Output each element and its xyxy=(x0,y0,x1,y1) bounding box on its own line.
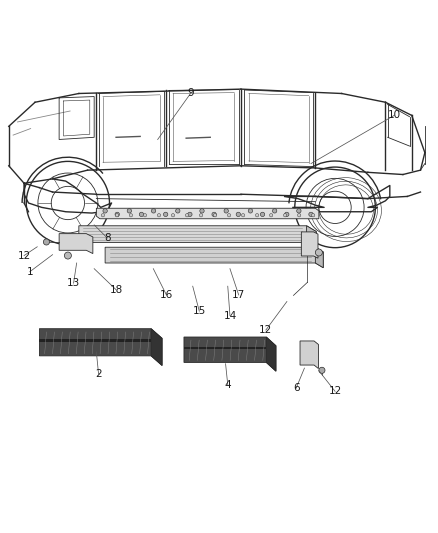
Polygon shape xyxy=(79,226,316,248)
Circle shape xyxy=(213,214,217,217)
Polygon shape xyxy=(59,233,93,254)
Circle shape xyxy=(43,239,49,245)
Circle shape xyxy=(176,209,180,213)
Circle shape xyxy=(212,212,216,216)
Polygon shape xyxy=(307,226,316,248)
Circle shape xyxy=(143,214,147,217)
Circle shape xyxy=(152,209,156,213)
Circle shape xyxy=(297,209,301,213)
Circle shape xyxy=(163,212,168,216)
Circle shape xyxy=(311,214,315,217)
Text: 15: 15 xyxy=(193,306,206,316)
Circle shape xyxy=(309,212,313,216)
Polygon shape xyxy=(184,337,276,371)
Text: 18: 18 xyxy=(110,285,123,295)
Polygon shape xyxy=(105,247,323,268)
Text: 8: 8 xyxy=(104,233,111,243)
Circle shape xyxy=(255,214,259,217)
Circle shape xyxy=(185,214,189,217)
Text: 1: 1 xyxy=(26,266,33,277)
Text: 12: 12 xyxy=(18,251,31,261)
Circle shape xyxy=(101,214,105,217)
Circle shape xyxy=(157,214,161,217)
Circle shape xyxy=(241,214,245,217)
Circle shape xyxy=(171,214,175,217)
Polygon shape xyxy=(151,329,162,366)
Text: 9: 9 xyxy=(187,88,194,99)
Text: 14: 14 xyxy=(223,311,237,320)
Circle shape xyxy=(319,367,325,374)
Circle shape xyxy=(200,209,204,213)
Circle shape xyxy=(315,249,322,256)
Circle shape xyxy=(64,252,71,259)
Circle shape xyxy=(285,212,289,216)
Circle shape xyxy=(272,209,277,213)
Polygon shape xyxy=(266,337,276,371)
Polygon shape xyxy=(300,341,318,368)
Circle shape xyxy=(129,214,133,217)
Text: 13: 13 xyxy=(67,278,80,288)
Polygon shape xyxy=(184,346,266,349)
Circle shape xyxy=(297,214,301,217)
Circle shape xyxy=(236,212,240,216)
Circle shape xyxy=(103,209,107,213)
Circle shape xyxy=(269,214,273,217)
Polygon shape xyxy=(39,339,151,342)
Circle shape xyxy=(188,212,192,216)
Text: 16: 16 xyxy=(160,290,173,300)
Circle shape xyxy=(139,212,144,216)
Text: 4: 4 xyxy=(224,379,231,390)
Circle shape xyxy=(260,212,265,216)
Text: 12: 12 xyxy=(259,325,272,335)
Polygon shape xyxy=(301,232,318,258)
Circle shape xyxy=(199,214,203,217)
Circle shape xyxy=(224,209,228,213)
Text: 17: 17 xyxy=(232,290,245,300)
Text: 10: 10 xyxy=(388,110,401,120)
Polygon shape xyxy=(39,329,162,366)
Circle shape xyxy=(115,212,120,216)
Circle shape xyxy=(227,214,231,217)
Circle shape xyxy=(127,209,131,213)
Text: 12: 12 xyxy=(328,386,342,397)
Polygon shape xyxy=(315,247,323,268)
Circle shape xyxy=(283,214,287,217)
Circle shape xyxy=(115,214,119,217)
Text: 2: 2 xyxy=(95,369,102,379)
Circle shape xyxy=(248,209,253,213)
Text: 6: 6 xyxy=(293,383,300,393)
Polygon shape xyxy=(96,208,319,219)
